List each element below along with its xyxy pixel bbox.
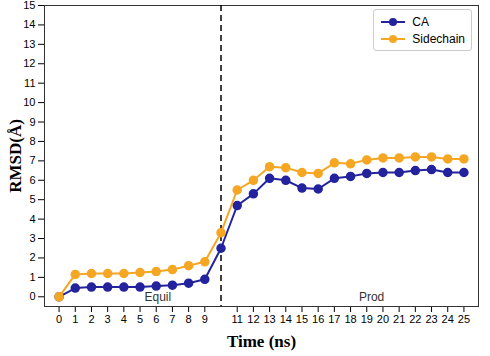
svg-text:7: 7 <box>169 313 175 325</box>
svg-text:0: 0 <box>56 313 62 325</box>
svg-text:8: 8 <box>186 313 192 325</box>
svg-text:8: 8 <box>29 135 35 147</box>
svg-text:22: 22 <box>409 313 421 325</box>
svg-text:4: 4 <box>121 313 127 325</box>
svg-text:3: 3 <box>105 313 111 325</box>
svg-text:2: 2 <box>29 251 35 263</box>
svg-text:9: 9 <box>202 313 208 325</box>
svg-text:7: 7 <box>29 154 35 166</box>
svg-text:2: 2 <box>88 313 94 325</box>
svg-text:6: 6 <box>29 174 35 186</box>
svg-text:RMSD(Å): RMSD(Å) <box>6 119 25 193</box>
svg-text:25: 25 <box>458 313 470 325</box>
svg-text:19: 19 <box>361 313 373 325</box>
svg-text:11: 11 <box>24 77 35 89</box>
svg-text:13: 13 <box>263 313 275 325</box>
svg-text:1: 1 <box>72 313 78 325</box>
svg-text:5: 5 <box>29 193 35 205</box>
svg-text:1: 1 <box>29 271 35 283</box>
svg-text:21: 21 <box>393 313 405 325</box>
svg-text:14: 14 <box>280 313 292 325</box>
svg-text:6: 6 <box>153 313 159 325</box>
svg-text:11: 11 <box>231 313 242 325</box>
svg-text:17: 17 <box>328 313 340 325</box>
html-text:CA: CA <box>412 14 429 29</box>
svg-text:15: 15 <box>296 313 308 325</box>
svg-text:5: 5 <box>137 313 143 325</box>
svg-text:4: 4 <box>29 213 35 225</box>
svg-text:14: 14 <box>23 18 35 30</box>
svg-text:Equil: Equil <box>145 290 172 304</box>
svg-text:24: 24 <box>442 313 454 325</box>
svg-text:13: 13 <box>23 38 35 50</box>
svg-text:Prod: Prod <box>359 290 384 304</box>
svg-text:20: 20 <box>377 313 389 325</box>
svg-text:Time (ns): Time (ns) <box>227 332 296 351</box>
svg-text:15: 15 <box>23 0 35 11</box>
svg-text:23: 23 <box>425 313 437 325</box>
svg-text:9: 9 <box>29 116 35 128</box>
svg-text:12: 12 <box>23 57 35 69</box>
svg-text:12: 12 <box>247 313 259 325</box>
svg-text:0: 0 <box>29 290 35 302</box>
svg-text:3: 3 <box>29 232 35 244</box>
svg-text:18: 18 <box>344 313 356 325</box>
svg-text:16: 16 <box>312 313 324 325</box>
svg-text:10: 10 <box>23 96 35 108</box>
html-text:Sidechain: Sidechain <box>412 31 465 46</box>
